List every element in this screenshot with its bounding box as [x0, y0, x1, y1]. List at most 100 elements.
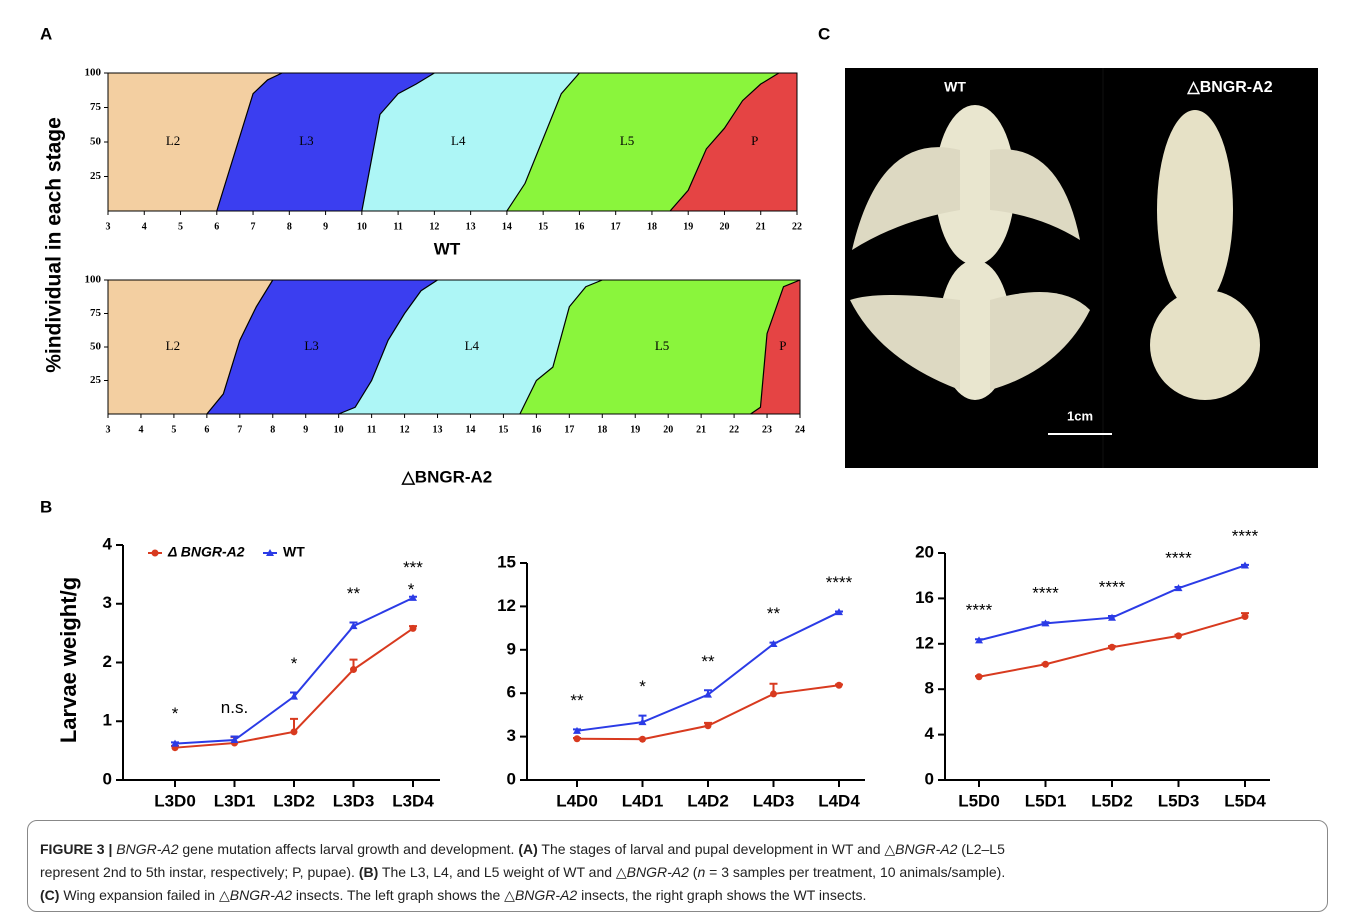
point — [705, 722, 712, 729]
point — [1242, 613, 1249, 620]
x-tick-label: 22 — [729, 424, 739, 435]
x-tick-label: 17 — [564, 424, 574, 435]
x-tick-label: L4D0 — [556, 791, 598, 810]
point — [1042, 661, 1049, 668]
caption-text: BNGR-A2 — [627, 864, 689, 880]
caption-text: insects. The left graph shows the △ — [292, 887, 515, 903]
x-tick-label: 12 — [429, 221, 439, 232]
legend-label: WT — [283, 544, 305, 560]
x-tick-label: 15 — [498, 424, 508, 435]
significance-label: * — [172, 704, 179, 723]
x-tick-label: 10 — [357, 221, 367, 232]
x-tick-label: 20 — [663, 424, 673, 435]
point — [291, 728, 298, 735]
x-tick-label: 4 — [138, 424, 143, 435]
x-axis-label: △BNGR-A2 — [401, 467, 493, 486]
significance-label: **** — [826, 573, 853, 592]
caption-text: (L2–L5 — [957, 841, 1004, 857]
mutant-body — [1157, 110, 1233, 310]
significance-label: *** — [403, 558, 423, 577]
panel-label: C — [818, 24, 830, 43]
y-tick-label: 6 — [507, 683, 516, 702]
x-tick-label: 3 — [106, 424, 111, 435]
y-axis-label: %individual in each stage — [43, 117, 66, 373]
point — [1175, 632, 1182, 639]
x-axis-label: WT — [434, 239, 461, 258]
x-tick-label: 9 — [303, 424, 308, 435]
y-tick-label: 50 — [90, 136, 102, 148]
photo-label: WT — [944, 79, 966, 95]
caption-text: represent 2nd to 5th instar, respectivel… — [40, 864, 359, 880]
legend-marker — [152, 550, 159, 557]
caption-text: The stages of larval and pupal developme… — [538, 841, 895, 857]
y-tick-label: 100 — [85, 67, 102, 79]
point — [770, 690, 777, 697]
x-tick-label: 12 — [400, 424, 410, 435]
x-tick-label: 16 — [574, 221, 584, 232]
x-tick-label: L3D2 — [273, 791, 315, 810]
y-axis-label: Larvae weight/g — [56, 577, 81, 743]
y-tick-label: 75 — [90, 307, 102, 319]
caption-text: Wing expansion failed in △ — [59, 887, 229, 903]
caption-text: (B) — [359, 864, 378, 880]
caption-text: FIGURE 3 | — [40, 841, 112, 857]
x-tick-label: 8 — [287, 221, 292, 232]
point — [836, 682, 843, 689]
significance-label: * — [291, 654, 298, 673]
x-tick-label: L5D1 — [1025, 791, 1067, 810]
significance-label: n.s. — [221, 698, 248, 717]
significance-label: **** — [1232, 526, 1259, 545]
caption-line: represent 2nd to 5th instar, respectivel… — [40, 864, 1005, 881]
point — [976, 673, 983, 680]
x-tick-label: L5D2 — [1091, 791, 1133, 810]
stage-label: L4 — [451, 133, 466, 148]
x-tick-label: L5D0 — [958, 791, 1000, 810]
caption-text: (A) — [518, 841, 537, 857]
x-tick-label: L5D4 — [1224, 791, 1266, 810]
y-tick-label: 0 — [507, 769, 516, 788]
caption-text: (C) — [40, 887, 59, 903]
mutant-body — [1150, 290, 1260, 400]
x-tick-label: 5 — [178, 221, 183, 232]
x-tick-label: 11 — [393, 221, 402, 232]
y-tick-label: 8 — [925, 679, 934, 698]
caption-line: (C) Wing expansion failed in △BNGR-A2 in… — [40, 887, 866, 904]
significance-label: **** — [1099, 577, 1126, 596]
x-tick-label: 6 — [214, 221, 219, 232]
x-tick-label: 14 — [502, 221, 512, 232]
x-tick-label: L5D3 — [1158, 791, 1200, 810]
x-tick-label: 17 — [611, 221, 621, 232]
figure: A B C WT △BNGR-A2 1cm L2L3L4L5P255075100… — [0, 0, 1357, 922]
x-tick-label: 18 — [597, 424, 607, 435]
x-tick-label: 21 — [696, 424, 706, 435]
x-tick-label: 19 — [683, 221, 693, 232]
point — [350, 666, 357, 673]
x-tick-label: L4D3 — [753, 791, 795, 810]
y-tick-label: 3 — [507, 726, 516, 745]
x-tick-label: 10 — [334, 424, 344, 435]
significance-label: ** — [570, 691, 584, 710]
stage-label: P — [751, 133, 758, 148]
x-tick-label: 21 — [756, 221, 766, 232]
stage-label: L3 — [299, 133, 313, 148]
photo-label: △BNGR-A2 — [1186, 79, 1272, 96]
y-tick-label: 2 — [103, 652, 112, 671]
x-tick-label: 14 — [465, 424, 475, 435]
x-tick-label: 4 — [142, 221, 147, 232]
point — [574, 735, 581, 742]
significance-label: ** — [701, 652, 715, 671]
x-tick-label: 7 — [251, 221, 256, 232]
caption-line: FIGURE 3 | BNGR-A2 gene mutation affects… — [40, 841, 1005, 858]
x-tick-label: 13 — [433, 424, 443, 435]
series-line — [577, 612, 839, 731]
x-tick-label: 7 — [237, 424, 242, 435]
significance-label: **** — [1032, 584, 1059, 603]
y-tick-label: 12 — [497, 596, 516, 615]
scale-label: 1cm — [1067, 408, 1093, 423]
y-tick-label: 16 — [915, 588, 934, 607]
x-tick-label: L4D4 — [818, 791, 860, 810]
y-tick-label: 1 — [103, 711, 112, 730]
x-tick-label: 22 — [792, 221, 802, 232]
x-tick-label: L3D0 — [154, 791, 196, 810]
caption-text: BNGR-A2 — [895, 841, 957, 857]
